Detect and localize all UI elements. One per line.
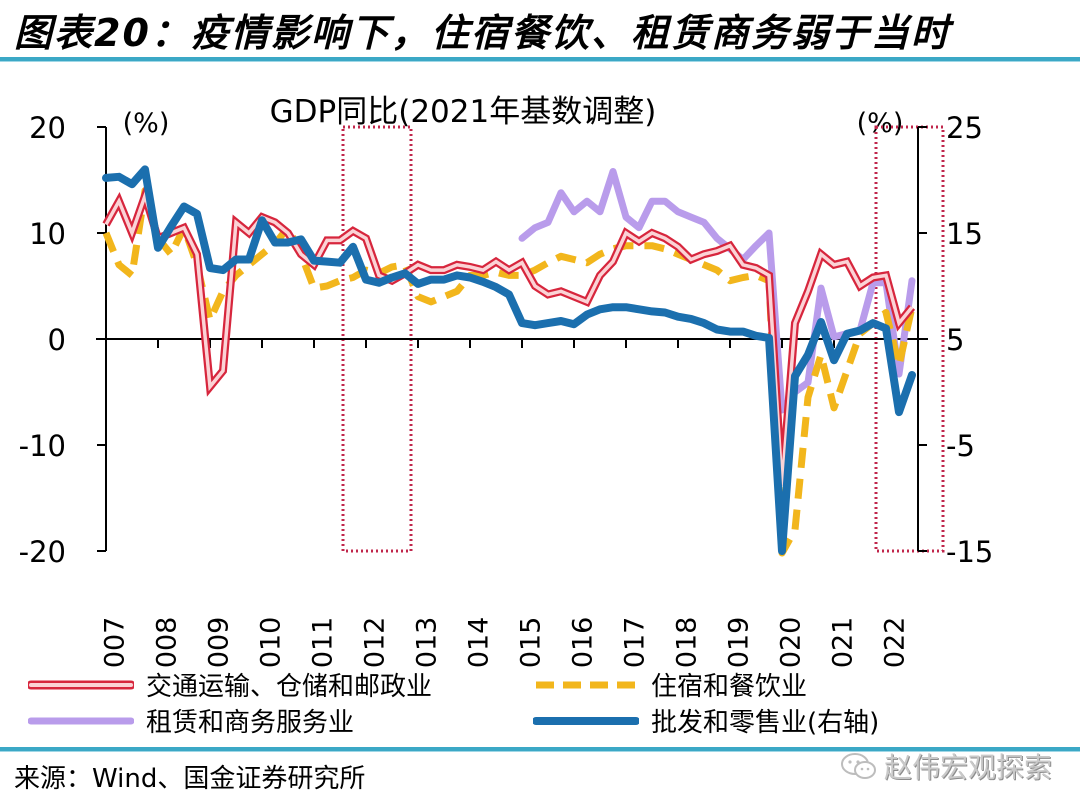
x-tick-label: 2016 xyxy=(568,617,599,670)
series-line-retail xyxy=(102,165,916,555)
x-tick-label: 2021 xyxy=(828,617,859,670)
top-divider xyxy=(0,57,1080,61)
legend-swatch-transport xyxy=(28,680,134,690)
x-tick-label: 2020 xyxy=(776,617,807,670)
legend-item-leasing: 租赁和商务服务业 xyxy=(28,704,355,738)
x-tick-label: 2022 xyxy=(880,617,911,670)
x-tick-label: 2010 xyxy=(256,617,287,670)
source-note: 来源：Wind、国金证券研究所 xyxy=(14,764,366,794)
right-tick-label: -5 xyxy=(946,429,975,463)
gdp-line-chart: GDP同比(2021年基数调整) (%) (%) 20100-10-202515… xyxy=(19,94,994,670)
left-tick-label: 0 xyxy=(48,323,66,357)
left-tick-label: -20 xyxy=(19,535,66,569)
legend-item-retail: 批发和零售业(右轴) xyxy=(533,704,880,738)
legend: 交通运输、仓储和邮政业 住宿和餐饮业 租赁和商务服务业 批发和零售业(右轴) xyxy=(28,668,1028,738)
left-tick-label: -10 xyxy=(19,429,66,463)
right-axis-unit: (%) xyxy=(857,108,904,139)
watermark: 赵伟宏观探索 xyxy=(840,746,1052,786)
left-tick-label: 10 xyxy=(29,217,66,251)
x-tick-label: 2013 xyxy=(412,617,443,670)
x-tick-label: 2015 xyxy=(516,617,547,670)
x-tick-label: 2008 xyxy=(152,617,183,670)
legend-swatch-hotel xyxy=(536,681,636,689)
x-tick-label: 2014 xyxy=(464,617,495,670)
right-tick-label: 25 xyxy=(946,111,983,145)
series-lines xyxy=(102,165,916,557)
figure-title: 图表20：疫情影响下，住宿餐饮、租赁商务弱于当时 xyxy=(14,11,951,55)
legend-item-transport: 交通运输、仓储和邮政业 xyxy=(28,668,433,702)
legend-label-transport: 交通运输、仓储和邮政业 xyxy=(146,671,433,702)
x-tick-label: 2011 xyxy=(308,617,339,670)
legend-swatch-retail xyxy=(533,717,639,725)
x-tick-label: 2017 xyxy=(620,617,651,670)
series-line-leasing xyxy=(518,168,916,414)
legend-label-retail: 批发和零售业(右轴) xyxy=(651,707,880,738)
chart-title: GDP同比(2021年基数调整) xyxy=(270,94,657,130)
bottom-divider xyxy=(0,747,1080,751)
legend-label-hotel: 住宿和餐饮业 xyxy=(651,671,808,702)
right-tick-label: 15 xyxy=(946,217,983,251)
wechat-icon xyxy=(841,753,876,779)
x-tick-label: 2019 xyxy=(724,617,755,670)
axes xyxy=(96,126,928,552)
legend-swatch-leasing xyxy=(28,717,134,725)
left-axis-unit: (%) xyxy=(123,108,170,139)
right-tick-label: -15 xyxy=(946,535,993,569)
left-tick-label: 20 xyxy=(29,111,66,145)
watermark-text: 赵伟宏观探索 xyxy=(884,751,1053,784)
legend-label-leasing: 租赁和商务服务业 xyxy=(146,707,355,738)
x-tick-label: 2018 xyxy=(672,617,703,670)
right-tick-label: 5 xyxy=(946,323,964,357)
x-tick-label: 2007 xyxy=(100,617,131,670)
x-tick-label: 2009 xyxy=(204,617,235,670)
x-tick-label: 2012 xyxy=(360,617,391,670)
legend-item-hotel: 住宿和餐饮业 xyxy=(533,668,808,702)
